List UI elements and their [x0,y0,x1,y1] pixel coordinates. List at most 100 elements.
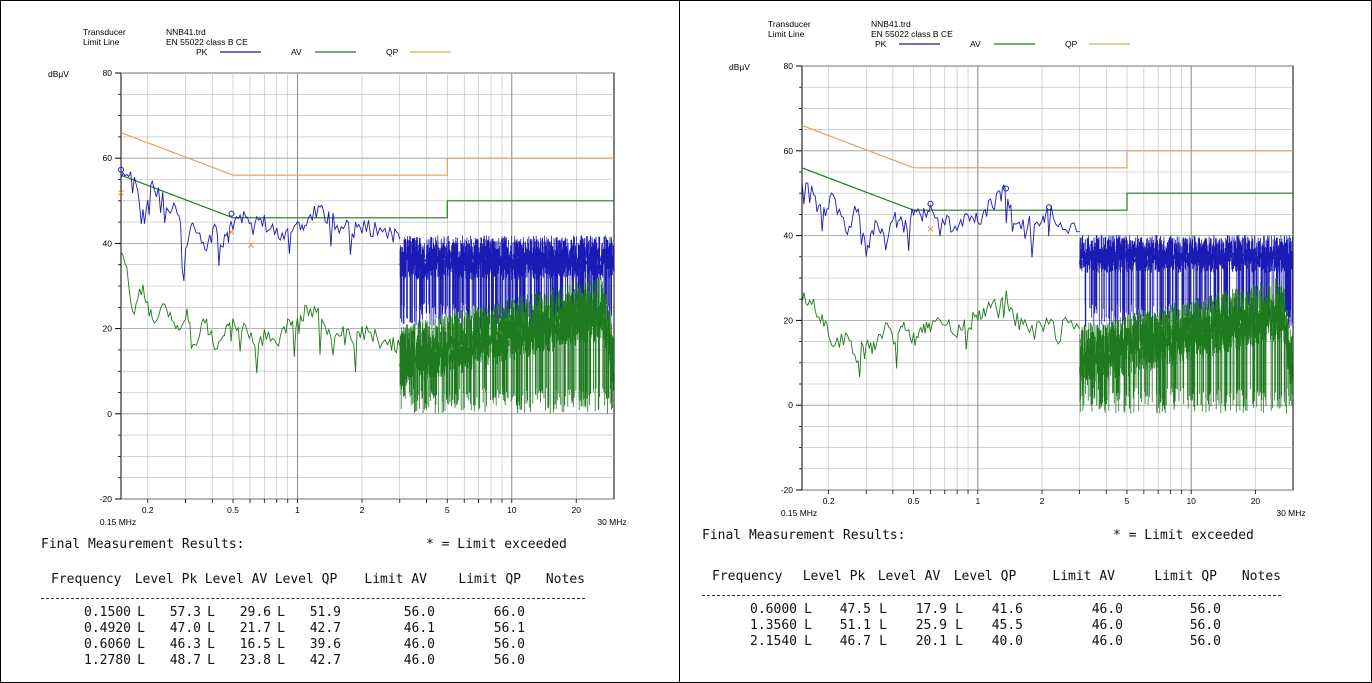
cell-level-qp: 42.7 [309,621,341,636]
qp-marker [118,189,124,196]
x-tick-label: 20 [572,505,582,515]
limit-line-qp [802,124,1293,169]
cell-limit-av: 46.1 [403,621,435,636]
table-row: 0.1500 L 57.3 L 29.6 L 51.9 56.0 66.0 [41,605,585,621]
traces [121,132,614,414]
cell-side: L [277,653,285,668]
cell-notes [525,653,585,669]
cell-level-pk: 48.7 [169,653,201,668]
table-header-row: Frequency Level Pk Level AV Level QP Lim… [41,565,585,593]
cell-level-av: 29.6 [239,605,271,620]
table-row: 1.3560 L 51.1 L 25.9 L 45.5 46.0 56.0 [702,618,1281,634]
cell-limit-qp: 66.0 [493,605,525,620]
trace-av-noise [399,277,614,414]
trace-av-noise [1079,278,1293,414]
header-level-av: Level AV [877,568,941,584]
results-table: Frequency Level Pk Level AV Level QP Lim… [41,565,585,669]
peak-marker [1003,185,1010,192]
limit-line-label: Limit Line [768,29,805,39]
y-tick-label: 20 [103,324,113,334]
table-row: 0.6000 L 47.5 L 17.9 L 41.6 46.0 56.0 [702,602,1281,618]
x-tick-label: 5 [445,505,450,515]
y-tick-label: 0 [107,409,112,419]
legend-label-qp: QP [386,47,399,57]
header-frequency: Frequency [712,568,783,584]
header-frequency: Frequency [51,571,122,587]
cell-limit-qp: 56.0 [1189,618,1221,633]
x-start-label: 0.15 MHz [100,517,136,527]
legend-label-pk: PK [875,39,887,49]
cell-limit-qp: 56.0 [1189,634,1221,649]
x-tick-label: 10 [1186,496,1196,506]
cell-notes [1221,618,1281,634]
limit-line-name: EN 55022 class B CE [871,29,953,39]
cell-limit-qp: 56.1 [493,621,525,636]
trace-pk [802,180,1080,258]
measurement-panel-right: Transducer Limit Line NNB41.trd EN 55022 cl… [679,0,1372,683]
transducer-file: NNB41.trd [871,19,911,29]
header-level-qp: Level QP [953,568,1017,584]
cell-side: L [277,637,285,652]
trace-pk-noise [399,235,614,329]
legend-label-qp: QP [1065,39,1078,49]
cell-level-qp: 39.6 [309,637,341,652]
cell-level-qp: 42.7 [309,653,341,668]
transducer-file: NNB41.trd [166,27,206,37]
cell-notes [525,621,585,637]
transducer-label: Transducer [83,27,126,37]
x-tick-label: 1 [295,505,300,515]
cell-level-qp: 41.6 [991,602,1023,617]
peak-marker [927,200,934,207]
header-notes: Notes [545,571,585,587]
cell-limit-av: 56.0 [403,605,435,620]
limit-line-label: Limit Line [83,37,120,47]
legend-label-pk: PK [196,47,208,57]
cell-level-pk: 47.0 [169,621,201,636]
x-tick-label: 5 [1125,496,1130,506]
cell-level-av: 20.1 [915,634,947,649]
table-separator [702,590,1281,602]
header-limit-av: Limit AV [364,571,427,587]
cell-side: L [137,637,145,652]
table-separator [41,593,585,605]
x-tick-label: 2 [1040,496,1045,506]
limit-exceeded-note: * = Limit exceeded [426,537,567,552]
cell-limit-qp: 56.0 [493,637,525,652]
table-row: 1.2780 L 48.7 L 23.8 L 42.7 46.0 56.0 [41,653,585,669]
cell-level-pk: 47.5 [839,602,871,617]
y-tick-label: 0 [788,400,793,410]
cell-level-av: 17.9 [915,602,947,617]
cell-limit-av: 46.0 [1091,602,1123,617]
cell-notes [1221,634,1281,650]
header-level-pk: Level Pk [802,568,866,584]
y-axis-label: dBµV [729,62,750,72]
cell-side: L [277,621,285,636]
cell-frequency: 0.6000 [750,602,797,617]
peak-marker [1045,204,1052,211]
cell-level-qp: 40.0 [991,634,1023,649]
header-limit-qp: Limit QP [458,571,521,587]
limit-line-name: EN 55022 class B CE [166,37,248,47]
peak-marker [228,210,235,217]
trace-pk [121,171,401,281]
results-table: Frequency Level Pk Level AV Level QP Lim… [702,562,1281,650]
cell-side: L [955,618,963,633]
traces [802,124,1293,414]
cell-level-av: 25.9 [915,618,947,633]
cell-level-qp: 51.9 [309,605,341,620]
table-row: 2.1540 L 46.7 L 20.1 L 40.0 46.0 56.0 [702,634,1281,650]
header-notes: Notes [1241,568,1281,584]
cell-level-av: 16.5 [239,637,271,652]
results-title: Final Measurement Results: [702,528,906,543]
limit-line-av [802,167,1293,211]
measurement-panel-left: Transducer Limit Line NNB41.trd EN 55022 cl… [0,0,680,683]
cell-notes [525,605,585,621]
cell-limit-av: 46.0 [403,637,435,652]
cell-level-pk: 57.3 [169,605,201,620]
cell-level-pk: 46.3 [169,637,201,652]
y-tick-label: 40 [103,238,113,248]
qp-marker [927,225,934,232]
cell-side: L [137,605,145,620]
limit-line-av [121,174,614,219]
